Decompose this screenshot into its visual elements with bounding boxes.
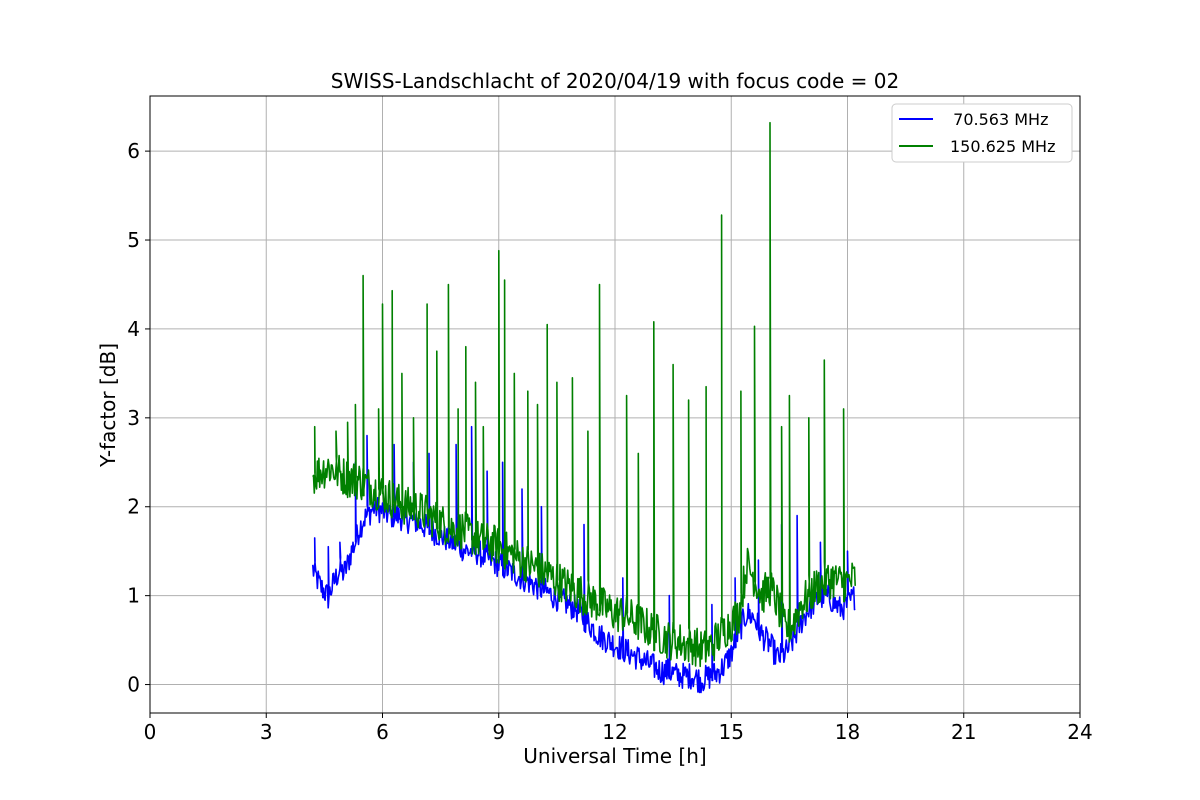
- legend-box: [891, 103, 1073, 163]
- y-axis-label: Y-factor [dB]: [96, 343, 120, 468]
- y-tick-label: 4: [127, 317, 140, 341]
- x-tick-label: 6: [376, 720, 389, 744]
- x-tick-label: 15: [719, 720, 744, 744]
- x-axis-label: Universal Time [h]: [523, 744, 706, 768]
- y-tick-label: 6: [127, 139, 140, 163]
- x-tick-label: 3: [260, 720, 273, 744]
- legend: 70.563 MHz 150.625 MHz: [891, 103, 1073, 163]
- legend-label-series-1: 70.563 MHz: [943, 110, 1048, 129]
- series-group: [312, 121, 856, 694]
- y-tick-label: 3: [127, 406, 140, 430]
- x-tick-label: 9: [492, 720, 505, 744]
- x-tick-label: 18: [835, 720, 860, 744]
- x-tick-label: 12: [602, 720, 627, 744]
- x-tick-label: 24: [1067, 720, 1092, 744]
- x-tick-label: 21: [951, 720, 976, 744]
- y-tick-label: 5: [127, 228, 140, 252]
- y-tick-label: 2: [127, 495, 140, 519]
- y-axis-ticks: 0 1 2 3 4 5 6: [127, 139, 150, 697]
- chart-title: SWISS-Landschlacht of 2020/04/19 with fo…: [331, 69, 899, 93]
- x-axis-ticks: 0 3 6 9 12 15 18 21 24: [144, 713, 1093, 744]
- y-tick-label: 1: [127, 584, 140, 608]
- y-tick-label: 0: [127, 673, 140, 697]
- x-tick-label: 0: [144, 720, 157, 744]
- legend-label-series-2: 150.625 MHz: [950, 137, 1055, 156]
- series-line-2: [312, 121, 856, 668]
